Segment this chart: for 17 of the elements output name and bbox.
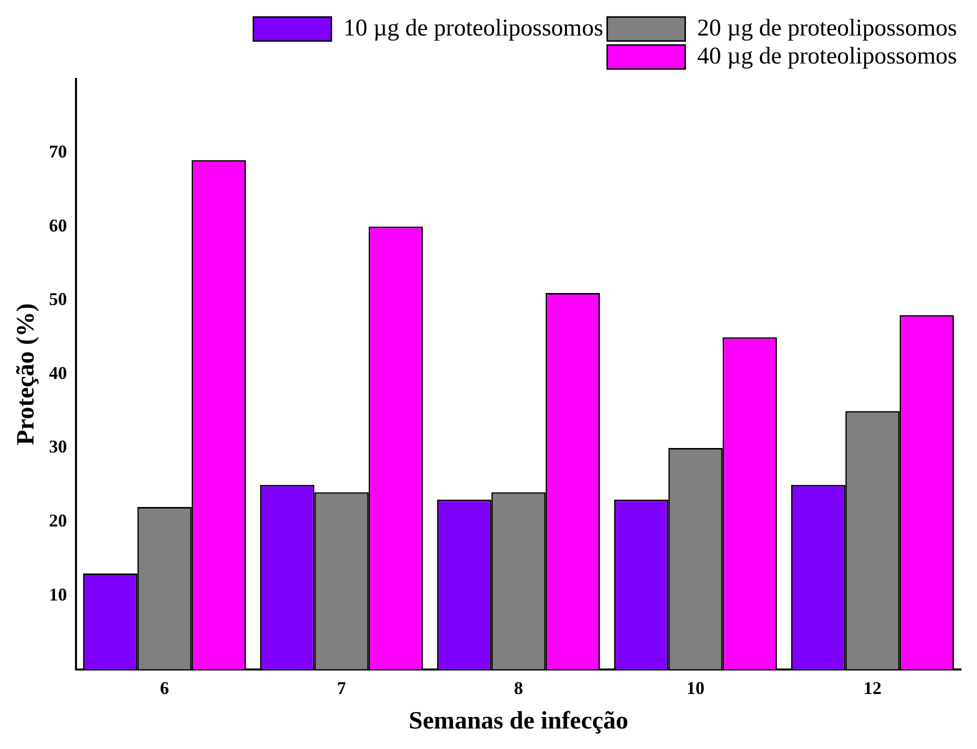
y-axis-title: Proteção (%) bbox=[12, 303, 40, 446]
y-tick-label: 70 bbox=[49, 141, 67, 162]
y-tick-label: 30 bbox=[49, 436, 67, 457]
legend-label: 10 µg de proteolipossomos bbox=[343, 15, 604, 42]
legend-label: 40 µg de proteolipossomos bbox=[697, 43, 958, 70]
legend-label: 20 µg de proteolipossomos bbox=[697, 15, 958, 42]
x-tick-label: 8 bbox=[514, 678, 523, 698]
x-tick-label: 12 bbox=[864, 678, 882, 698]
y-tick-label: 60 bbox=[49, 215, 67, 236]
y-tick-label: 40 bbox=[49, 362, 67, 383]
y-tick-label: 50 bbox=[49, 289, 67, 310]
x-tick-label: 6 bbox=[160, 678, 169, 698]
y-tick-label: 10 bbox=[49, 584, 67, 604]
x-axis-title: Semanas de infecção bbox=[408, 707, 628, 734]
x-tick-label: 10 bbox=[686, 678, 704, 698]
y-tick-label: 20 bbox=[49, 510, 67, 530]
x-tick-label: 7 bbox=[337, 678, 346, 698]
